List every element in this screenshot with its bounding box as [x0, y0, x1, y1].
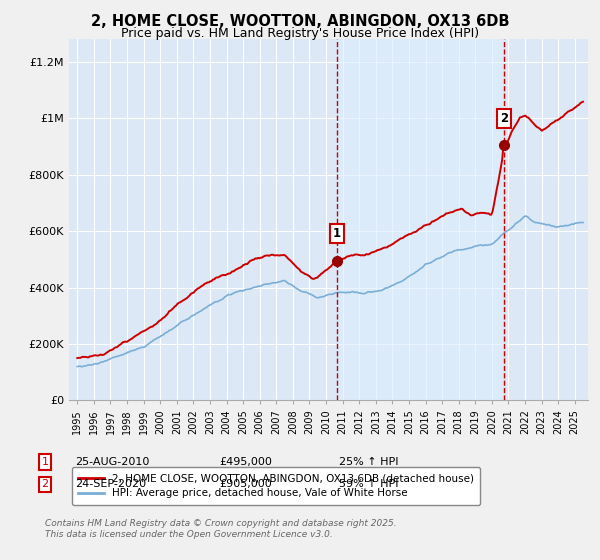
Text: £905,000: £905,000	[219, 479, 272, 489]
Bar	[337, 39, 504, 400]
Text: 2: 2	[500, 111, 508, 125]
Text: Contains HM Land Registry data © Crown copyright and database right 2025.
This d: Contains HM Land Registry data © Crown c…	[45, 520, 397, 539]
Legend: 2, HOME CLOSE, WOOTTON, ABINGDON, OX13 6DB (detached house), HPI: Average price,: 2, HOME CLOSE, WOOTTON, ABINGDON, OX13 6…	[71, 467, 481, 505]
Text: 25% ↑ HPI: 25% ↑ HPI	[339, 457, 398, 467]
Text: Price paid vs. HM Land Registry's House Price Index (HPI): Price paid vs. HM Land Registry's House …	[121, 27, 479, 40]
Text: £495,000: £495,000	[219, 457, 272, 467]
Text: 25-AUG-2010: 25-AUG-2010	[75, 457, 149, 467]
Text: 1: 1	[41, 457, 49, 467]
Text: 24-SEP-2020: 24-SEP-2020	[75, 479, 146, 489]
Text: 1: 1	[333, 227, 341, 240]
Text: 2, HOME CLOSE, WOOTTON, ABINGDON, OX13 6DB: 2, HOME CLOSE, WOOTTON, ABINGDON, OX13 6…	[91, 14, 509, 29]
Text: 59% ↑ HPI: 59% ↑ HPI	[339, 479, 398, 489]
Text: 2: 2	[41, 479, 49, 489]
